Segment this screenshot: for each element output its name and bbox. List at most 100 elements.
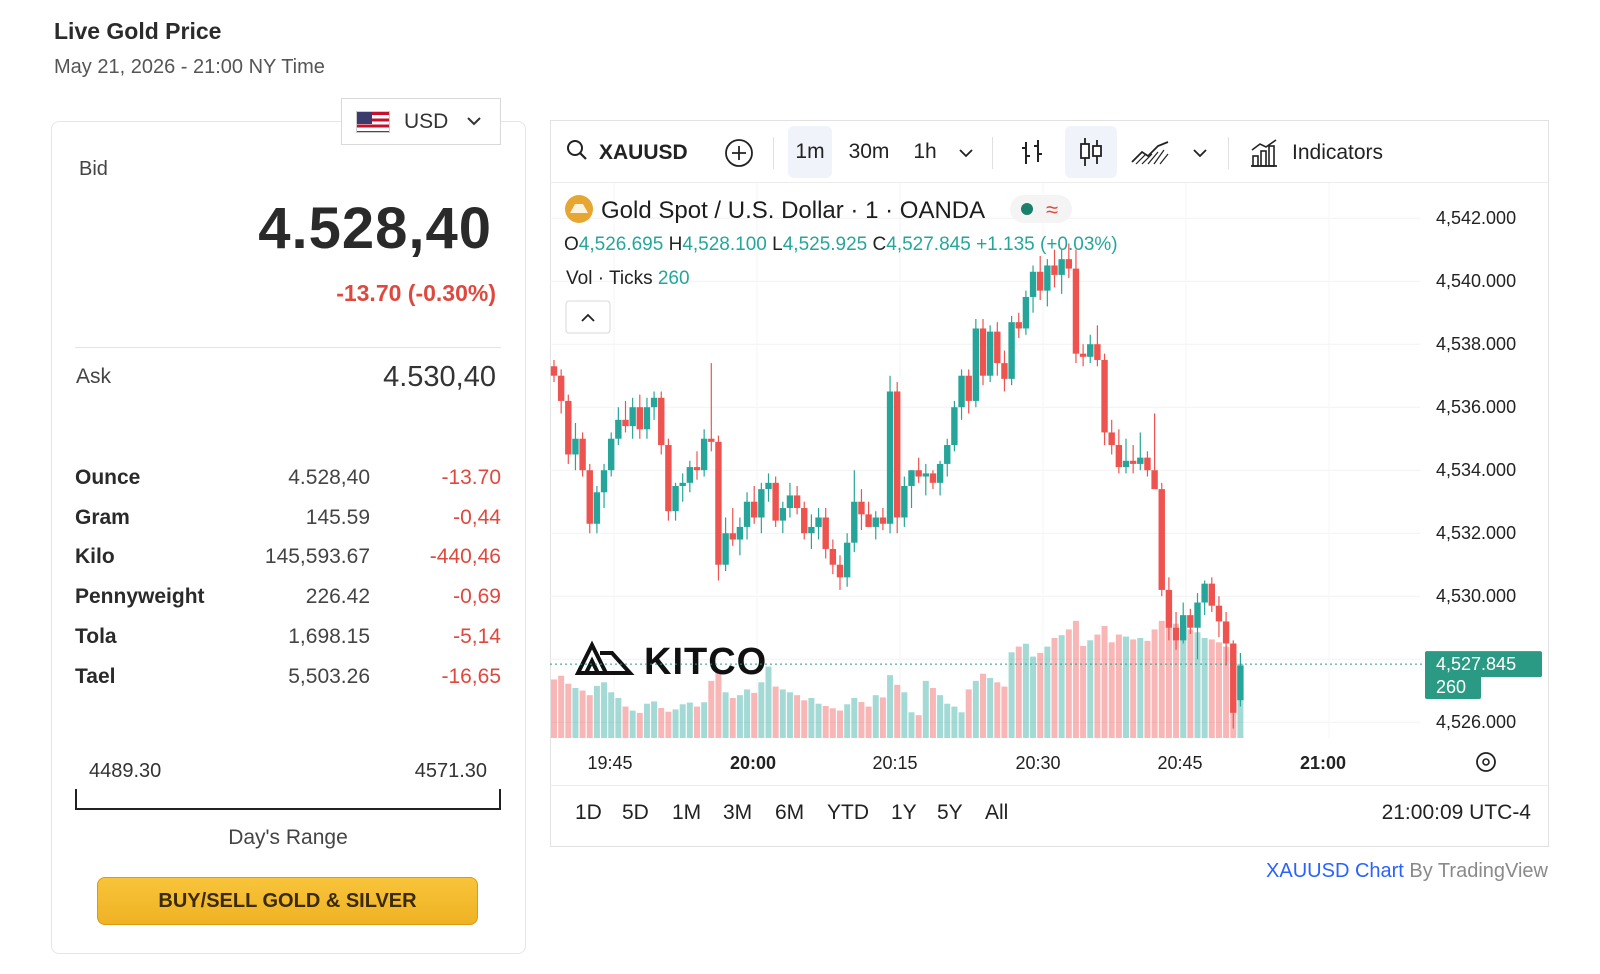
collapse-legend-button[interactable] <box>565 300 611 334</box>
interval-30m[interactable]: 30m <box>848 140 890 163</box>
bar-style-button[interactable] <box>1012 132 1052 174</box>
chart-credit-by: By TradingView <box>1403 860 1548 882</box>
volume-bar <box>937 695 944 738</box>
volume-bar <box>651 701 658 738</box>
volume-bar <box>808 698 815 738</box>
unit-change: -5,14 <box>453 625 501 649</box>
candle <box>1215 605 1223 622</box>
candle <box>1201 583 1208 603</box>
volume-bar <box>1001 686 1008 738</box>
candle <box>958 375 965 408</box>
interval-dropdown[interactable] <box>952 140 980 166</box>
table-row: Ounce 4.528,40 -13.70 <box>75 458 501 498</box>
candle <box>1101 359 1108 433</box>
candle <box>951 407 958 446</box>
candle <box>1115 445 1123 468</box>
volume-bar <box>701 702 708 738</box>
volume-bar <box>1115 634 1122 738</box>
range-1y[interactable]: 1Y <box>891 801 917 824</box>
volume-bar <box>987 678 994 738</box>
chart-clock[interactable]: 21:00:09 UTC-4 <box>1381 801 1531 824</box>
candle <box>972 328 980 401</box>
candle <box>557 375 565 401</box>
candle <box>1222 621 1230 644</box>
candle <box>922 473 929 477</box>
x-tick-label: 20:45 <box>1157 753 1202 773</box>
volume-bar <box>1201 638 1208 738</box>
interval-1m[interactable]: 1m <box>788 126 832 178</box>
unit-price: 226.42 <box>305 585 370 609</box>
volume-bar <box>872 695 879 738</box>
candle <box>865 514 872 527</box>
candle <box>1079 353 1087 357</box>
indicators-button[interactable]: Indicators <box>1248 132 1383 174</box>
volume-tag <box>1425 673 1481 699</box>
range-ytd[interactable]: YTD <box>827 801 869 824</box>
volume-bar <box>958 712 965 738</box>
volume-bar <box>1187 629 1194 738</box>
gear-icon[interactable] <box>1476 752 1496 772</box>
symbol-search[interactable]: XAUUSD <box>565 137 687 169</box>
table-row: Tola 1,698.15 -5,14 <box>75 617 501 657</box>
volume-bar <box>608 692 615 738</box>
page-title: Live Gold Price <box>54 18 222 44</box>
volume-bar <box>1158 620 1165 738</box>
ohlc-legend: O4,526.695 H4,528.100 L4,525.925 C4,527.… <box>564 234 1118 255</box>
candle <box>593 492 601 524</box>
volume-bar <box>829 708 836 738</box>
ohlc-value: 4,528.100 <box>682 234 772 255</box>
candle <box>822 517 829 549</box>
table-row: Tael 5,503.26 -16,65 <box>75 657 501 697</box>
chart-legend-title: Gold Spot / U.S. Dollar · 1 · OANDA <box>601 197 985 224</box>
compare-add-button[interactable] <box>722 136 756 170</box>
buy-sell-button[interactable]: BUY/SELL GOLD & SILVER <box>97 877 478 925</box>
range-3m[interactable]: 3M <box>723 801 753 824</box>
volume-bar <box>722 692 729 738</box>
chart-style-dropdown[interactable] <box>1186 140 1214 166</box>
range-5d[interactable]: 5D <box>622 801 649 824</box>
candle <box>915 470 922 477</box>
candle <box>586 470 593 524</box>
candlestick-icon <box>1080 138 1102 166</box>
unit-price: 145.59 <box>305 505 370 529</box>
market-status-badge <box>1010 195 1072 223</box>
candle <box>901 485 908 518</box>
range-all[interactable]: All <box>985 801 1009 824</box>
volume-bar <box>1137 638 1144 738</box>
price-chart[interactable]: KITCO 4,542.000 4,540.000 4,538.000 4,536.00… <box>550 183 1548 784</box>
range-5y[interactable]: 5Y <box>937 801 963 824</box>
candle <box>622 419 629 427</box>
candle <box>1065 259 1072 269</box>
volume-bar <box>715 672 722 738</box>
volume-bar <box>1044 646 1051 738</box>
candle <box>1108 432 1115 446</box>
volume-bar <box>879 697 886 738</box>
chart-bottom-bar <box>550 785 1549 847</box>
candle <box>801 508 808 534</box>
area-style-button[interactable] <box>1128 134 1172 172</box>
x-tick-label: 20:00 <box>730 753 776 773</box>
candle <box>1058 259 1065 275</box>
volume-bar <box>822 706 829 738</box>
candle-style-button[interactable] <box>1065 126 1117 178</box>
range-1d[interactable]: 1D <box>575 801 602 824</box>
ohlc-label: O <box>564 234 579 255</box>
kitco-logo-icon <box>582 651 635 675</box>
volume-bar <box>1108 642 1115 738</box>
candle <box>886 391 894 524</box>
symbol-label: XAUUSD <box>599 141 687 164</box>
candle <box>1165 589 1173 628</box>
candle <box>772 482 779 521</box>
volume-bar <box>744 689 751 738</box>
chart-credit-link[interactable]: XAUUSD Chart <box>1266 860 1404 882</box>
volume-bar <box>1130 639 1137 738</box>
volume-bar <box>1165 618 1172 738</box>
range-1m[interactable]: 1M <box>672 801 702 824</box>
gear-icon[interactable] <box>1482 758 1490 766</box>
volume-bar <box>586 695 593 738</box>
ohlc-label: C <box>873 234 887 255</box>
interval-1h[interactable]: 1h <box>913 140 937 163</box>
range-6m[interactable]: 6M <box>775 801 805 824</box>
unit-name: Ounce <box>75 465 141 489</box>
currency-dropdown[interactable]: USD <box>341 98 501 145</box>
